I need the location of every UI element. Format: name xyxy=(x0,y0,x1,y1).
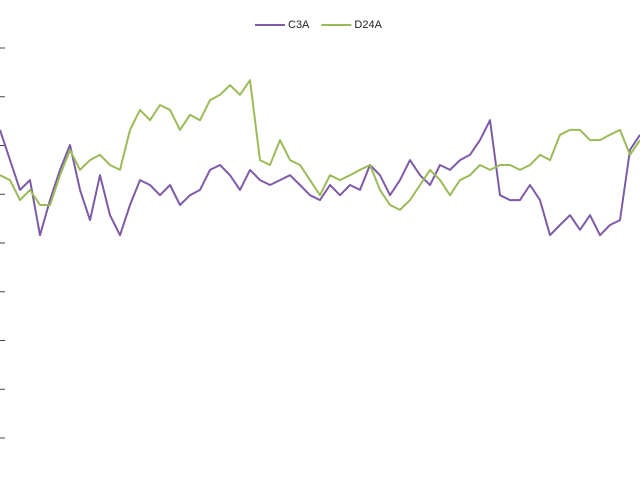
series-line xyxy=(0,119,640,237)
series-line xyxy=(0,79,640,211)
legend-label: C3A xyxy=(288,19,310,31)
legend-label: D24A xyxy=(354,19,382,31)
